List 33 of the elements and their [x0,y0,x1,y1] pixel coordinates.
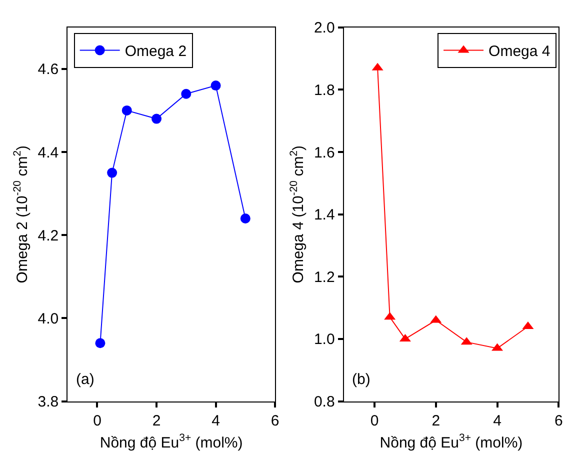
x-tick-label: 2 [432,412,440,430]
x-tick-label: 0 [93,412,102,430]
legend-label: Omega 2 [124,43,187,60]
y-tick-label: 2.0 [314,20,335,37]
x-tick-label: 0 [370,412,379,430]
y-tick-label: 4.4 [38,144,59,162]
annotation: (a) [76,371,94,388]
y-tick-label: 1.2 [314,268,335,286]
annotation: (b) [352,371,370,388]
y-tick-label: 4.0 [38,310,59,328]
x-axis-title: Nồng độ Eu$^{3+}$ (mol%) [380,432,523,452]
x-axis-title: Nồng độ Eu$^{3+}$ (mol%) [100,432,243,452]
y-tick-label: 1.6 [314,144,335,162]
point [210,80,221,91]
x-tick-label: 2 [152,412,161,430]
point [152,114,162,124]
y-tick-label: 4.2 [38,227,59,244]
x-tick-label: 6 [270,412,280,430]
legend-label: Omega 4 [488,43,550,60]
y-tick-label: 1.0 [314,331,335,348]
point [107,168,118,178]
point [122,105,132,116]
point [95,338,106,348]
y-tick-label: 0.8 [314,394,335,411]
x-tick-label: 6 [554,412,563,430]
y-tick-label: 3.8 [38,394,59,411]
y-tick-label: 4.6 [38,61,59,78]
point [181,88,192,99]
x-tick-label: 4 [212,412,220,430]
y-tick-label: 1.4 [314,206,335,224]
point [240,213,250,224]
x-tick-label: 4 [493,412,502,430]
y-tick-label: 1.8 [314,82,335,99]
